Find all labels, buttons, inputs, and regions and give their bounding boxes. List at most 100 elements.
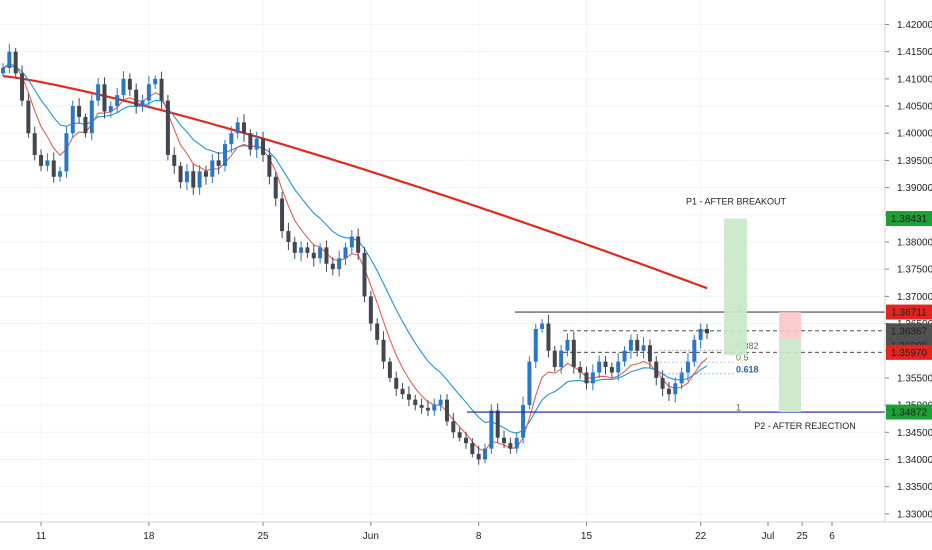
candle[interactable]: [115, 87, 120, 113]
candle[interactable]: [692, 335, 697, 367]
p2-profit-zone[interactable]: [779, 339, 801, 413]
candle[interactable]: [343, 242, 348, 265]
candle[interactable]: [178, 161, 183, 189]
candle[interactable]: [685, 353, 690, 382]
candle[interactable]: [635, 334, 640, 357]
p2-loss-zone[interactable]: [779, 312, 801, 340]
candle[interactable]: [77, 98, 82, 124]
candle[interactable]: [521, 396, 526, 444]
candle[interactable]: [394, 371, 399, 396]
candle[interactable]: [280, 192, 285, 239]
candle[interactable]: [590, 364, 595, 391]
candle[interactable]: [356, 228, 361, 260]
candle[interactable]: [1, 63, 5, 77]
candle[interactable]: [20, 65, 25, 107]
candle[interactable]: [609, 362, 614, 378]
candle[interactable]: [381, 331, 386, 369]
candle[interactable]: [254, 131, 259, 158]
candle[interactable]: [32, 126, 37, 161]
candle[interactable]: [286, 222, 291, 251]
p1-profit-zone[interactable]: [724, 218, 747, 356]
candle[interactable]: [127, 73, 132, 96]
candle[interactable]: [13, 47, 18, 78]
candle[interactable]: [679, 367, 684, 390]
candle[interactable]: [51, 152, 56, 183]
candle[interactable]: [45, 153, 50, 172]
candle[interactable]: [229, 126, 234, 153]
candle[interactable]: [83, 113, 88, 138]
candle[interactable]: [216, 152, 221, 175]
candle[interactable]: [647, 339, 652, 369]
candle[interactable]: [337, 250, 342, 277]
candle[interactable]: [406, 386, 411, 407]
candle[interactable]: [502, 430, 507, 449]
candle[interactable]: [578, 361, 583, 379]
candle[interactable]: [299, 241, 304, 262]
candle[interactable]: [476, 445, 481, 465]
candle[interactable]: [432, 398, 437, 416]
candle[interactable]: [242, 114, 247, 142]
candle[interactable]: [267, 148, 272, 185]
candle[interactable]: [540, 319, 545, 333]
candle[interactable]: [603, 355, 608, 375]
candle[interactable]: [172, 147, 177, 174]
candle[interactable]: [387, 357, 392, 383]
candle[interactable]: [349, 230, 354, 255]
candle[interactable]: [628, 334, 633, 359]
candle[interactable]: [318, 243, 323, 264]
candle[interactable]: [121, 71, 126, 103]
candle[interactable]: [483, 443, 488, 464]
candle[interactable]: [413, 394, 418, 411]
candle[interactable]: [698, 323, 703, 349]
candle[interactable]: [261, 131, 266, 162]
candle[interactable]: [660, 370, 665, 397]
candle[interactable]: [584, 366, 589, 390]
candle[interactable]: [64, 126, 69, 178]
candle[interactable]: [654, 356, 659, 386]
candle[interactable]: [533, 323, 538, 368]
candle[interactable]: [96, 78, 101, 106]
candle[interactable]: [616, 352, 621, 381]
candle[interactable]: [108, 101, 113, 118]
candle[interactable]: [375, 318, 380, 345]
candle[interactable]: [7, 44, 12, 74]
candle[interactable]: [70, 100, 75, 138]
candle[interactable]: [203, 165, 208, 185]
candle[interactable]: [527, 356, 532, 410]
candle[interactable]: [191, 163, 196, 195]
candle[interactable]: [159, 71, 164, 109]
candle[interactable]: [146, 76, 151, 109]
candle[interactable]: [571, 332, 576, 374]
candle[interactable]: [89, 93, 94, 141]
candle[interactable]: [58, 166, 63, 182]
candle[interactable]: [438, 394, 443, 411]
candle[interactable]: [140, 94, 145, 112]
candle[interactable]: [495, 403, 500, 443]
candle[interactable]: [222, 139, 227, 172]
candle[interactable]: [368, 290, 373, 331]
candle[interactable]: [324, 240, 329, 272]
candle[interactable]: [210, 154, 215, 184]
candle[interactable]: [419, 398, 424, 414]
candle[interactable]: [514, 432, 519, 454]
candle[interactable]: [705, 324, 709, 339]
candle[interactable]: [311, 244, 316, 267]
candle[interactable]: [26, 93, 31, 138]
candle[interactable]: [673, 377, 678, 403]
candle[interactable]: [362, 247, 367, 303]
candle[interactable]: [248, 129, 253, 156]
candle[interactable]: [597, 355, 602, 379]
candle[interactable]: [641, 337, 646, 359]
candle[interactable]: [39, 149, 44, 172]
candle[interactable]: [508, 437, 513, 454]
candle[interactable]: [622, 346, 627, 367]
candle[interactable]: [470, 438, 475, 458]
candle[interactable]: [546, 314, 551, 358]
candle[interactable]: [235, 117, 240, 139]
candle[interactable]: [457, 427, 462, 442]
candle[interactable]: [400, 382, 405, 399]
candle[interactable]: [153, 75, 158, 90]
candle[interactable]: [451, 412, 456, 439]
